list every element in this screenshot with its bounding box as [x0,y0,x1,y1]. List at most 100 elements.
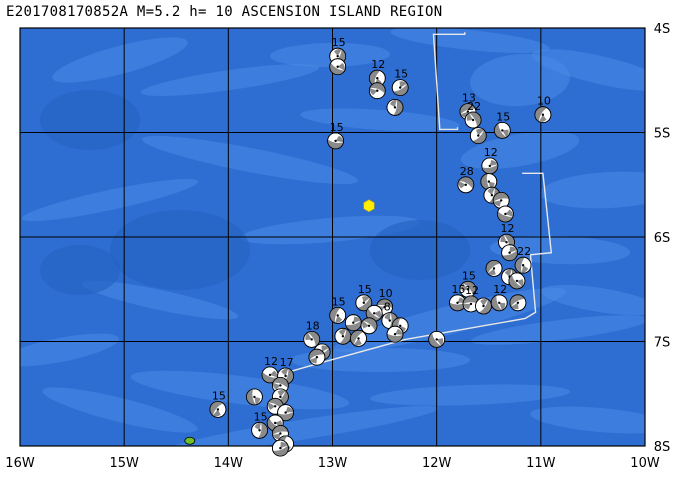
y-tick-label: 4S [654,22,671,37]
deep-basin [40,90,140,150]
depth-label: 15 [462,269,476,282]
x-tick-label: 11W [526,456,556,471]
depth-label: 10 [537,95,551,108]
depth-label: 13 [462,92,476,105]
graticule [19,27,646,447]
depth-label: 15 [332,295,346,308]
focal-mechanism-beachball [462,295,480,313]
axis-tick-labels: 16W 15W 14W 13W 12W 11W 10W 4S 5S 6S 7S 8S [5,22,670,471]
seafloor-ridge [42,387,198,433]
focal-mechanism-beachball [493,121,511,139]
depth-label: 17 [280,356,294,369]
depth-label: 12 [501,222,515,235]
plate-boundary-segment [444,32,466,35]
seafloor-ridge [161,405,439,446]
focal-mechanism-beachball [428,330,446,348]
plate-boundary-segment [284,172,553,375]
seafloor-ridge [470,53,570,107]
event-epicenter-marker [363,199,375,213]
x-tick-label: 13W [318,456,348,471]
focal-mechanism-beachball [209,400,227,418]
ocean-basemap [20,28,645,446]
deep-basin [370,220,470,280]
seafloor-ridge [300,108,460,132]
depth-label: 15 [452,283,466,296]
focal-mechanism-beachball [271,439,289,457]
focal-mechanism-beachball [490,294,508,312]
focal-mechanism-beachball [329,58,347,76]
depth-label: 22 [467,100,481,113]
x-tick-label: 14W [214,456,244,471]
focal-mechanism-beachball [350,329,367,347]
focal-mechanism-beachball [391,79,409,96]
x-tick-label: 16W [5,456,35,471]
depth-label: 12 [493,283,507,296]
depth-label: 15 [394,68,408,81]
seafloor-ridge [390,28,550,53]
depth-label: 15 [496,110,510,123]
x-tick-label: 12W [422,456,452,471]
focal-mechanism-beachball [386,99,404,116]
focal-mechanism-beachball [457,176,475,194]
focal-mechanism-beachball [360,317,378,335]
focal-mechanism-beachball [475,297,492,315]
markers [184,199,375,445]
focal-mechanism-beachball [251,421,269,439]
y-tick-label: 7S [654,336,671,351]
deep-basin [40,245,120,295]
seafloor-ridge [81,280,239,320]
focal-mechanism-beachball [368,82,386,100]
plate-boundary [284,32,553,375]
focal-mechanism-beachball [386,325,404,343]
x-tick-label: 15W [109,456,139,471]
x-tick-label: 10W [630,456,660,471]
seafloor-ridge [470,315,645,345]
focal-mechanism-beachball [485,259,503,277]
map-frame [19,27,646,447]
focal-mechanism-beachball [496,205,514,223]
focal-mechanism-beachball [508,272,526,290]
focal-mechanism-beachball [464,111,482,129]
depth-label: 12 [484,146,498,159]
deep-basin [110,210,250,290]
y-tick-label: 6S [654,231,671,246]
focal-mechanism-beachball [308,348,326,366]
depth-label: 18 [306,319,320,332]
focal-mechanism-beachball [327,132,345,150]
depth-label: 28 [460,165,474,178]
focal-mechanism-beachball [534,106,552,124]
focal-mechanism-beachball [245,388,263,406]
island-landmass [184,436,196,445]
seafloor-ridge [141,135,359,185]
seafloor-ridge [540,284,645,316]
depth-label: 15 [254,410,268,423]
focal-mechanism-beachball [501,244,519,262]
seafloor-ridge [290,348,470,372]
depth-label: 10 [379,287,393,300]
focal-mechanism-beachball [334,327,352,345]
focal-mechanism-beachball [509,294,527,312]
plate-boundary-segment [432,33,459,131]
map-title: E201708170852A M=5.2 h= 10 ASCENSION ISL… [6,4,443,20]
y-tick-label: 8S [654,440,671,455]
depth-label: 12 [465,284,479,297]
seafloor-ridge [370,384,570,406]
seafloor-ridge [530,406,645,434]
focal-mechanism-beachball [329,306,347,324]
focal-mechanism-beachball [480,173,498,191]
seafloor-ridge [130,370,350,410]
focal-mechanism-beachball [303,330,321,348]
depth-label: 8 [384,301,391,314]
focal-mechanism-beachball [492,191,510,209]
depth-label: 12 [371,58,385,71]
focal-mechanism-beachball [469,127,487,145]
seafloor-ridge [531,49,645,91]
depth-label: 15 [332,36,346,49]
depth-label: 22 [517,245,531,258]
depth-label: 15 [358,283,372,296]
focal-mechanism-beachball [514,256,532,274]
focal-mechanism-beachball [355,294,373,312]
depth-label: 15 [330,121,344,134]
